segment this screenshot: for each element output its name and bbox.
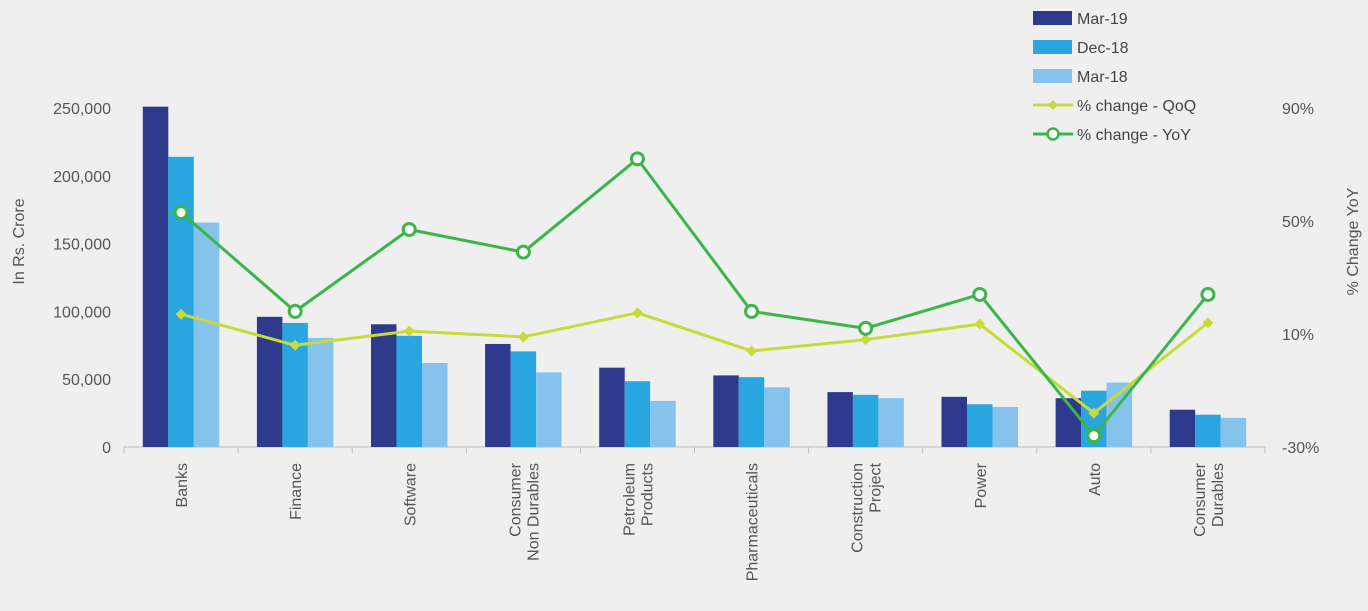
category-label: Durables <box>1210 463 1227 527</box>
y-axis-title: In Rs. Crore <box>11 198 28 284</box>
category-label: Software <box>402 463 419 526</box>
line-point <box>858 320 874 336</box>
line-point <box>1200 286 1216 302</box>
bar <box>967 404 993 447</box>
category-label: Construction <box>850 463 867 553</box>
bar <box>941 396 967 447</box>
bar <box>510 351 537 447</box>
axes-group: 0 50,000 100,000 150,000 200,000 250,000 -30% 1… <box>11 101 1362 457</box>
bar <box>307 337 334 447</box>
category-label: Consumer <box>507 462 524 536</box>
category-label: Auto <box>1087 463 1104 496</box>
lines-group <box>173 151 1216 444</box>
bar <box>713 375 739 447</box>
bar <box>852 394 879 447</box>
legend-marker <box>1048 100 1058 110</box>
y2-tick-label: -30% <box>1282 440 1319 457</box>
bar <box>536 372 562 447</box>
legend-label: Mar-18 <box>1077 69 1128 86</box>
bar <box>142 106 169 448</box>
bar <box>599 367 625 447</box>
line-point <box>289 339 301 351</box>
y-tick-label: 0 <box>102 440 111 457</box>
y2-axis-title: % Change YoY <box>1345 187 1362 295</box>
line-point <box>860 334 872 346</box>
bar <box>193 222 220 447</box>
line-point <box>175 308 187 320</box>
line-point <box>744 303 760 319</box>
bar <box>738 377 765 447</box>
y-tick-label: 100,000 <box>53 304 111 321</box>
bar <box>1195 414 1221 447</box>
category-label: Petroleum <box>621 463 638 536</box>
series-line <box>180 157 1210 438</box>
bar <box>764 387 790 447</box>
bar <box>168 156 194 448</box>
legend-marker <box>1046 127 1060 141</box>
y-tick-label: 50,000 <box>62 372 111 389</box>
line-point <box>401 221 417 237</box>
line-point <box>173 205 189 221</box>
bar <box>1169 409 1196 447</box>
category-label: Pharmaceuticals <box>745 463 762 581</box>
bar <box>650 400 676 447</box>
line-point <box>1202 317 1214 329</box>
category-label: Products <box>639 463 656 526</box>
bar <box>485 343 511 447</box>
category-label: Project <box>868 462 885 512</box>
category-label: Finance <box>288 463 305 520</box>
line-point <box>629 151 645 167</box>
bar <box>878 398 904 447</box>
category-label: Consumer <box>1192 462 1209 536</box>
y2-tick-label: 90% <box>1282 101 1314 118</box>
line-point <box>974 318 986 330</box>
bar <box>624 381 651 447</box>
series-line <box>180 311 1209 415</box>
legend: Mar-19 Dec-18 Mar-18 % change - QoQ % change… <box>1033 11 1196 144</box>
category-labels-group: Banks Finance Software Consumer Non Durables… <box>174 462 1227 581</box>
y2-tick-label: 50% <box>1282 214 1314 231</box>
legend-label: Dec-18 <box>1077 40 1129 57</box>
legend-label: % change - YoY <box>1077 127 1191 144</box>
bar <box>422 362 448 447</box>
y-tick-label: 150,000 <box>53 237 111 254</box>
line-point <box>403 325 415 337</box>
y2-tick-label: 10% <box>1282 327 1314 344</box>
category-label: Non Durables <box>525 463 542 561</box>
line-point <box>1088 407 1100 419</box>
legend-label: Mar-19 <box>1077 11 1128 28</box>
legend-swatch <box>1033 11 1072 25</box>
line-point <box>631 307 643 319</box>
line-point <box>1086 428 1102 444</box>
line-point <box>746 345 758 357</box>
bar <box>371 324 397 447</box>
line-point <box>515 244 531 260</box>
y-tick-label: 250,000 <box>53 101 111 118</box>
category-label: Banks <box>174 463 191 507</box>
line-point <box>972 286 988 302</box>
legend-swatch <box>1033 69 1072 83</box>
bars-group <box>142 106 1247 448</box>
bar <box>827 392 853 447</box>
y-tick-label: 200,000 <box>53 169 111 186</box>
bar <box>396 335 422 447</box>
line-point <box>287 303 303 319</box>
legend-swatch <box>1033 40 1072 54</box>
category-label: Power <box>973 462 990 508</box>
line-point <box>517 331 529 343</box>
bar <box>992 406 1018 447</box>
legend-label: % change - QoQ <box>1077 98 1196 115</box>
bar <box>1220 417 1247 447</box>
